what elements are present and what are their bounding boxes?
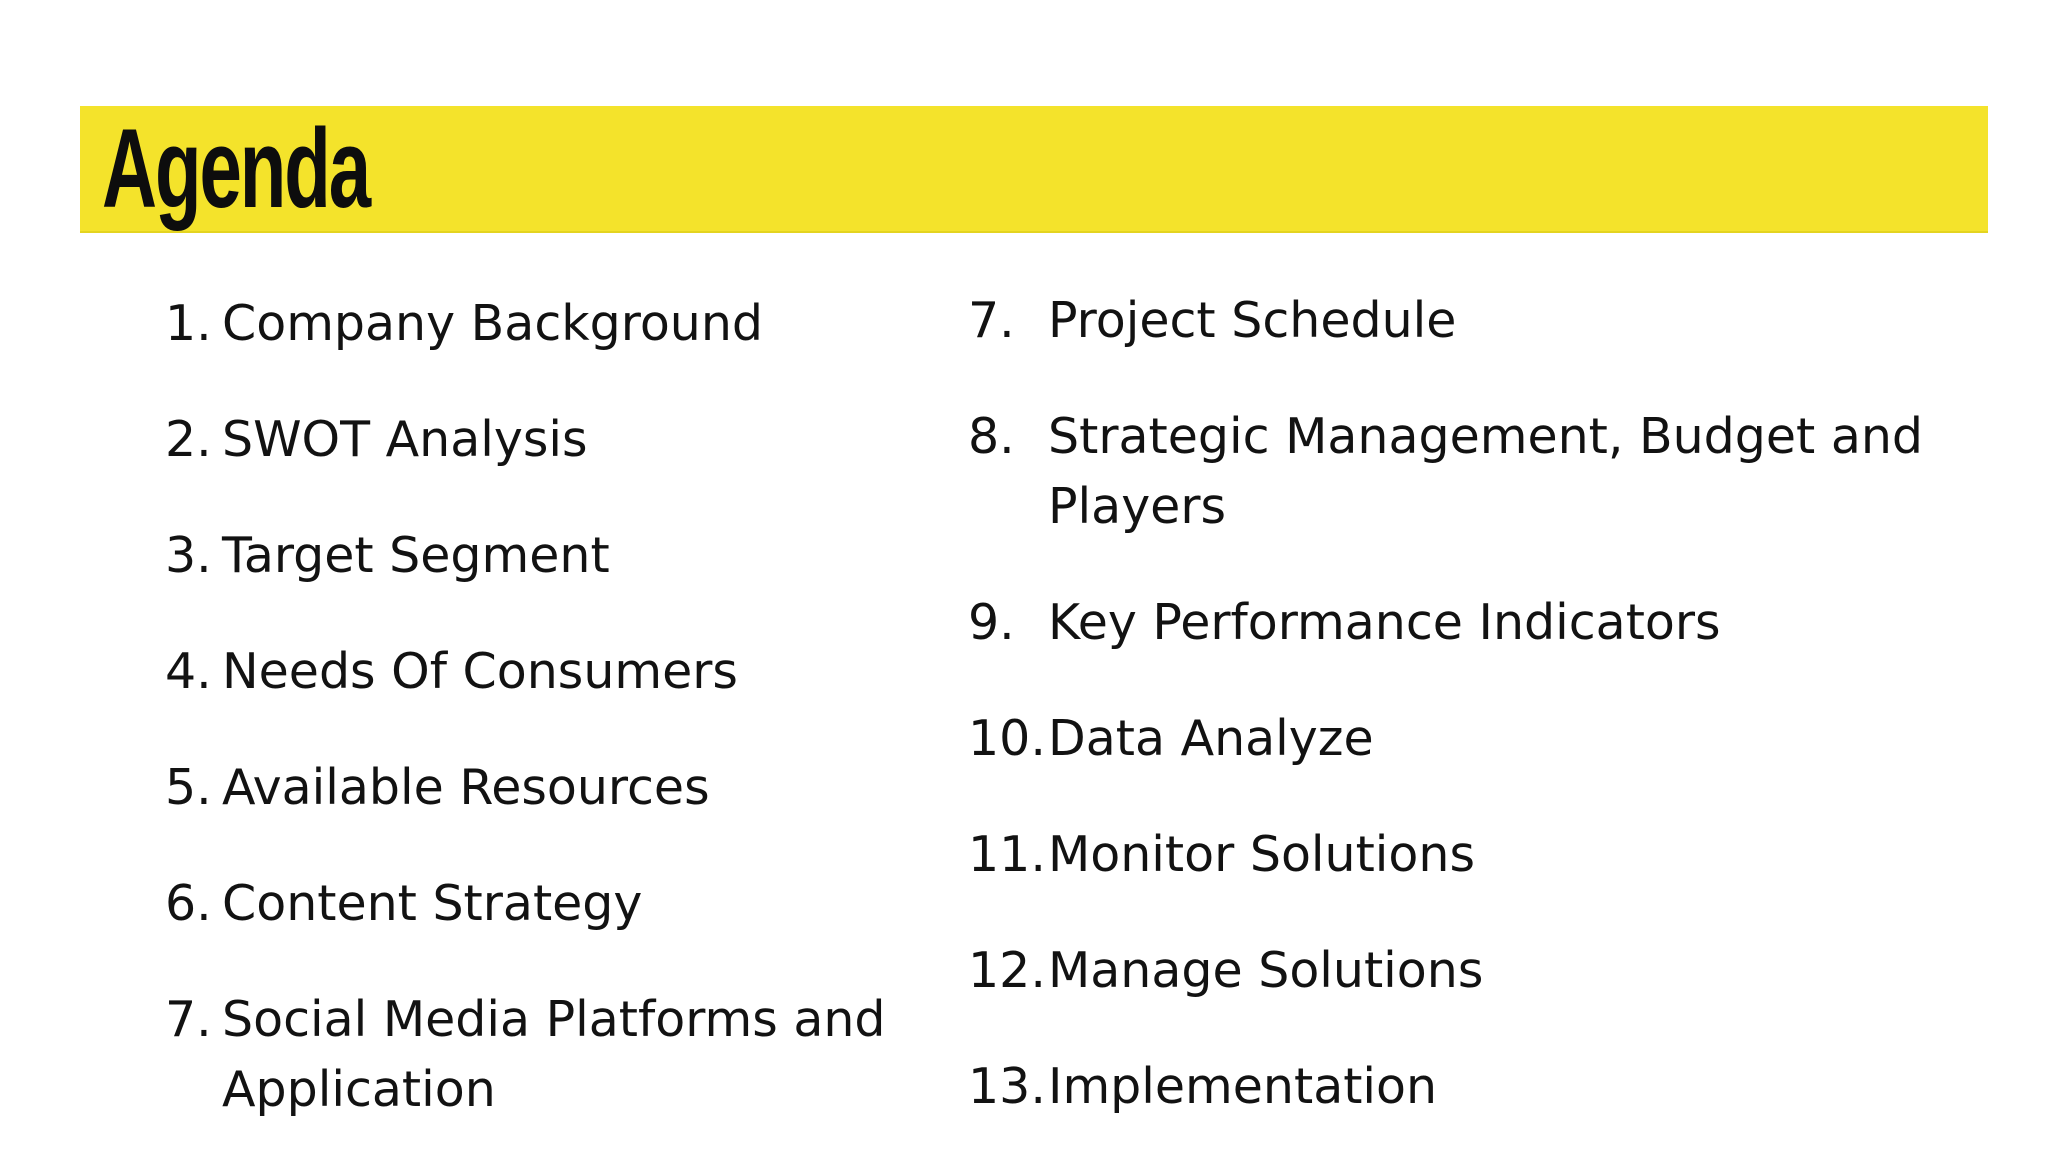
agenda-right-column: 7. Project Schedule 8. Strategic Management…	[968, 286, 1968, 1168]
agenda-item: 12. Manage Solutions	[968, 936, 1968, 1006]
agenda-item-text: Monitor Solutions	[1048, 826, 1475, 883]
agenda-item-text: Content Strategy	[222, 875, 643, 932]
agenda-item-number: 11.	[968, 826, 1046, 883]
agenda-item: 10. Data Analyze	[968, 704, 1968, 774]
agenda-item-number: 7.	[165, 991, 212, 1048]
agenda-item: 13. Implementation	[968, 1052, 1968, 1122]
agenda-item: 5. Available Resources	[165, 753, 945, 823]
agenda-item-text: Social Media Platforms and Application	[222, 991, 886, 1118]
slide-title: Agenda	[102, 105, 371, 231]
agenda-item-text: Implementation	[1048, 1058, 1438, 1115]
agenda-item: 8. Strategic Management, Budget and Playe…	[968, 402, 1968, 542]
agenda-item: 1. Company Background	[165, 289, 945, 359]
agenda-item: 6. Content Strategy	[165, 869, 945, 939]
agenda-item-number: 8.	[968, 408, 1015, 465]
agenda-item-number: 13.	[968, 1058, 1046, 1115]
agenda-item-text: Needs Of Consumers	[222, 643, 738, 700]
agenda-item-number: 2.	[165, 411, 212, 468]
agenda-item: 11. Monitor Solutions	[968, 820, 1968, 890]
agenda-item-text: Manage Solutions	[1048, 942, 1484, 999]
agenda-item: 7. Project Schedule	[968, 286, 1968, 356]
agenda-item: 7. Social Media Platforms and Application	[165, 985, 945, 1125]
agenda-item-text: Data Analyze	[1048, 710, 1374, 767]
agenda-item-number: 6.	[165, 875, 212, 932]
agenda-item-text: Strategic Management, Budget and Players	[1048, 408, 1924, 535]
agenda-item-number: 9.	[968, 594, 1015, 651]
agenda-item-number: 7.	[968, 292, 1015, 349]
agenda-item-number: 1.	[165, 295, 212, 352]
agenda-item-text: Company Background	[222, 295, 764, 352]
agenda-item: 2. SWOT Analysis	[165, 405, 945, 475]
agenda-item-number: 10.	[968, 710, 1046, 767]
agenda-item: 3. Target Segment	[165, 521, 945, 591]
agenda-item-number: 4.	[165, 643, 212, 700]
agenda-item-text: SWOT Analysis	[222, 411, 588, 468]
agenda-left-column: 1. Company Background 2. SWOT Analysis 3. Tar…	[165, 289, 945, 1171]
agenda-item-text: Key Performance Indicators	[1048, 594, 1721, 651]
agenda-item: 4. Needs Of Consumers	[165, 637, 945, 707]
title-banner: Agenda	[80, 106, 1988, 233]
agenda-item-number: 3.	[165, 527, 212, 584]
agenda-item: 9. Key Performance Indicators	[968, 588, 1968, 658]
agenda-item-text: Project Schedule	[1048, 292, 1457, 349]
agenda-item-number: 12.	[968, 942, 1046, 999]
agenda-item-text: Target Segment	[222, 527, 610, 584]
agenda-item-text: Available Resources	[222, 759, 710, 816]
agenda-item-number: 5.	[165, 759, 212, 816]
